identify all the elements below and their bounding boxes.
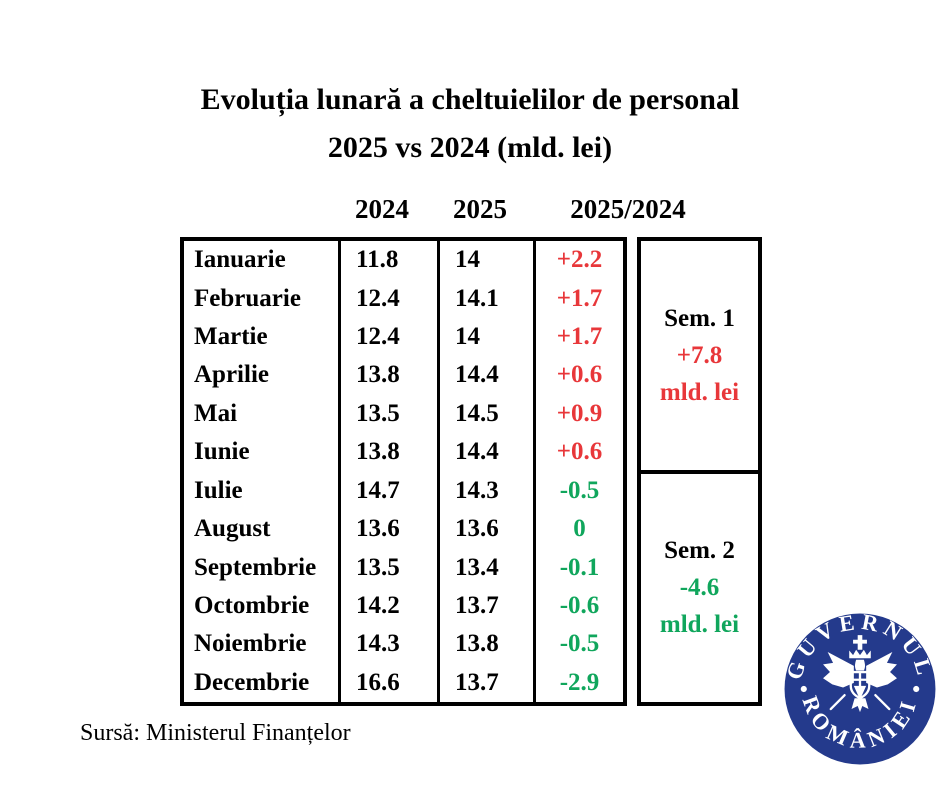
- month-cell: Mai: [194, 399, 238, 427]
- diff-cell: +1.7: [533, 317, 623, 357]
- value-2024-cell: 14.3: [338, 625, 437, 664]
- month-cell: Iunie: [194, 438, 250, 466]
- semester-1-value: +7.8: [676, 341, 723, 369]
- semester-2-value: -4.6: [679, 574, 720, 602]
- value-2024-cell: 13.5: [338, 548, 437, 587]
- coat-of-arms-eagle: [823, 635, 897, 713]
- government-seal-icon: GUVERNUL ROMÂNIEI: [781, 609, 936, 765]
- semester-1-label: Sem. 1: [664, 304, 735, 332]
- semester-2-unit: mld. lei: [659, 611, 740, 639]
- value-2025-cell: 14.5: [437, 394, 533, 434]
- table-row: Decembrie 16.6 13.7 -2.9: [184, 663, 623, 703]
- diff-cell: +1.7: [533, 279, 623, 318]
- column-header-2025-2024: 2025/2024: [570, 194, 686, 224]
- diff-cell: -2.9: [533, 663, 623, 703]
- page-title-line1: Evoluția lunară a cheltuielilor de perso…: [200, 83, 740, 116]
- value-2025-cell: 14.3: [437, 471, 533, 510]
- seal-left-dot: [800, 685, 807, 693]
- value-2024-cell: 11.8: [338, 241, 437, 280]
- month-cell: Octombrie: [194, 592, 310, 619]
- source-text: Sursă: Ministerul Finanțelor: [80, 720, 351, 746]
- semester-1-unit: mld. lei: [659, 378, 740, 406]
- diff-cell: +0.6: [533, 433, 623, 472]
- month-cell: Iulie: [194, 476, 243, 504]
- value-2025-cell: 14: [437, 241, 533, 280]
- value-2024-cell: 12.4: [338, 279, 437, 318]
- table-row: Aprilie 13.8 14.4 +0.6: [184, 356, 623, 395]
- value-2025-cell: 13.8: [437, 625, 533, 664]
- semester-2-panel: Sem. 2 -4.6 mld. lei: [641, 474, 758, 703]
- month-cell: Septembrie: [194, 553, 317, 581]
- diff-cell: -0.1: [533, 548, 623, 587]
- table-row: August 13.6 13.6 0: [184, 509, 623, 549]
- month-cell: Aprilie: [194, 361, 269, 389]
- month-cell: Martie: [194, 323, 268, 351]
- value-2025-cell: 14.4: [437, 433, 533, 472]
- month-cell: August: [194, 515, 271, 543]
- value-2024-cell: 13.5: [338, 394, 437, 434]
- table-row: Ianuarie 11.8 14 +2.2: [184, 241, 623, 280]
- column-header-2024: 2024: [355, 194, 409, 224]
- value-2025-cell: 13.6: [437, 509, 533, 549]
- table-row: Iulie 14.7 14.3 -0.5: [184, 471, 623, 510]
- table-row: Noiembrie 14.3 13.8 -0.5: [184, 625, 623, 664]
- seal-right-dot: [913, 685, 920, 693]
- table-row: Octombrie 14.2 13.7 -0.6: [184, 586, 623, 626]
- value-2025-cell: 13.7: [437, 586, 533, 626]
- table-row: Martie 12.4 14 +1.7: [184, 317, 623, 357]
- value-2024-cell: 13.6: [338, 509, 437, 549]
- value-2024-cell: 16.6: [338, 663, 437, 703]
- column-header-2025: 2025: [453, 194, 507, 224]
- value-2024-cell: 13.8: [338, 356, 437, 395]
- table-row: Septembrie 13.5 13.4 -0.1: [184, 548, 623, 587]
- semester-1-panel: Sem. 1 +7.8 mld. lei: [641, 241, 758, 474]
- diff-cell: +0.6: [533, 356, 623, 395]
- month-cell: Decembrie: [194, 668, 310, 696]
- diff-cell: -0.6: [533, 586, 623, 626]
- diff-cell: +2.2: [533, 241, 623, 280]
- value-2025-cell: 14.4: [437, 356, 533, 395]
- diff-cell: -0.5: [533, 471, 623, 510]
- month-cell: Noiembrie: [194, 630, 307, 658]
- value-2024-cell: 14.2: [338, 586, 437, 626]
- value-2025-cell: 14.1: [437, 279, 533, 318]
- monthly-data-table: Ianuarie 11.8 14 +2.2 Februarie 12.4 14.…: [180, 237, 627, 706]
- diff-cell: +0.9: [533, 394, 623, 434]
- diff-cell: -0.5: [533, 625, 623, 664]
- semester-2-label: Sem. 2: [664, 537, 735, 565]
- month-cell: Februarie: [194, 284, 301, 312]
- page-title: Evoluția lunară a cheltuielilor de perso…: [0, 76, 940, 172]
- value-2024-cell: 14.7: [338, 471, 437, 510]
- table-row: Iunie 13.8 14.4 +0.6: [184, 433, 623, 472]
- table-row: Februarie 12.4 14.1 +1.7: [184, 279, 623, 318]
- value-2025-cell: 13.7: [437, 663, 533, 703]
- value-2024-cell: 12.4: [338, 317, 437, 357]
- value-2025-cell: 14: [437, 317, 533, 357]
- page-title-line2: 2025 vs 2024 (mld. lei): [327, 131, 613, 164]
- value-2025-cell: 13.4: [437, 548, 533, 587]
- month-cell: Ianuarie: [194, 246, 286, 274]
- table-row: Mai 13.5 14.5 +0.9: [184, 394, 623, 434]
- diff-cell: 0: [533, 509, 623, 549]
- government-logo: GUVERNUL ROMÂNIEI: [781, 609, 937, 766]
- semester-summary-box: Sem. 1 +7.8 mld. lei Sem. 2 -4.6 mld. le…: [637, 237, 762, 706]
- value-2024-cell: 13.8: [338, 433, 437, 472]
